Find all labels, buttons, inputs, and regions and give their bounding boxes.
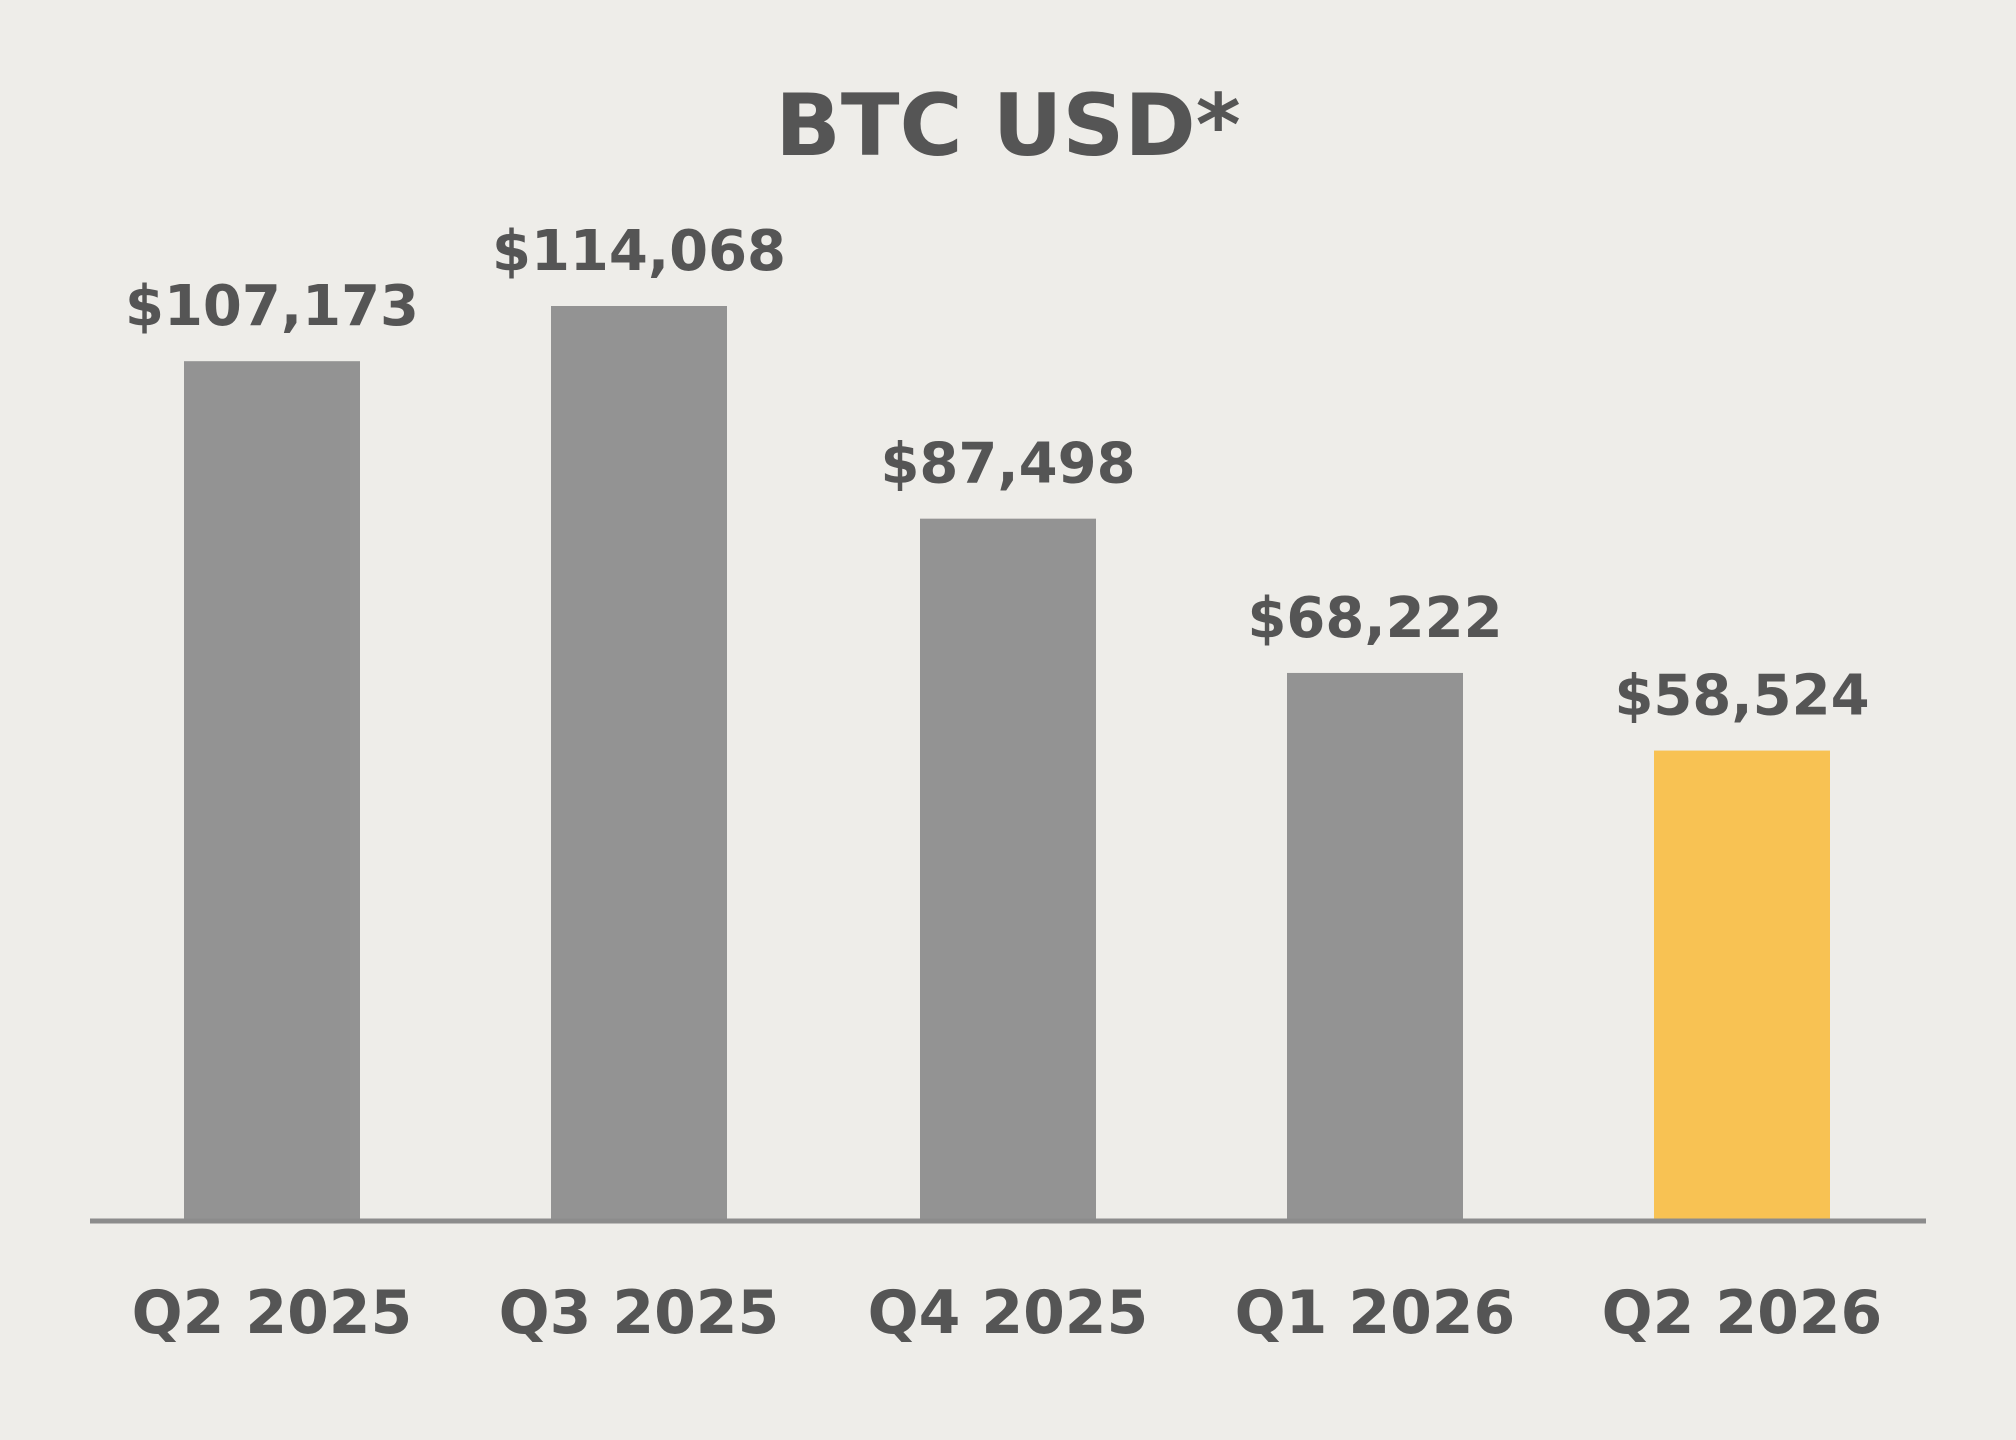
bar-q1-2026 bbox=[1287, 672, 1463, 1219]
x-tick-label: Q4 2025 bbox=[868, 1278, 1149, 1348]
value-label: $58,524 bbox=[1614, 664, 1869, 729]
value-label: $114,068 bbox=[492, 219, 786, 284]
bar-q2-2026 bbox=[1654, 750, 1830, 1219]
chart-title: BTC USD* bbox=[775, 76, 1240, 176]
bar-q3-2025 bbox=[551, 306, 727, 1219]
x-tick-label: Q3 2025 bbox=[499, 1278, 780, 1348]
x-tick-labels-group: Q2 2025 Q3 2025 Q4 2025 Q1 2026 Q2 2026 bbox=[132, 1278, 1883, 1348]
x-tick-label: Q2 2026 bbox=[1602, 1278, 1883, 1348]
bar-q2-2025 bbox=[184, 361, 360, 1219]
value-labels-group: $107,173 $114,068 $87,498 $68,222 $58,524 bbox=[125, 219, 1870, 729]
value-label: $107,173 bbox=[125, 274, 419, 339]
bar-q4-2025 bbox=[920, 518, 1096, 1219]
value-label: $87,498 bbox=[880, 432, 1135, 497]
value-label: $68,222 bbox=[1247, 586, 1502, 651]
x-tick-label: Q2 2025 bbox=[132, 1278, 413, 1348]
x-tick-label: Q1 2026 bbox=[1235, 1278, 1516, 1348]
bars-group bbox=[184, 306, 1830, 1219]
